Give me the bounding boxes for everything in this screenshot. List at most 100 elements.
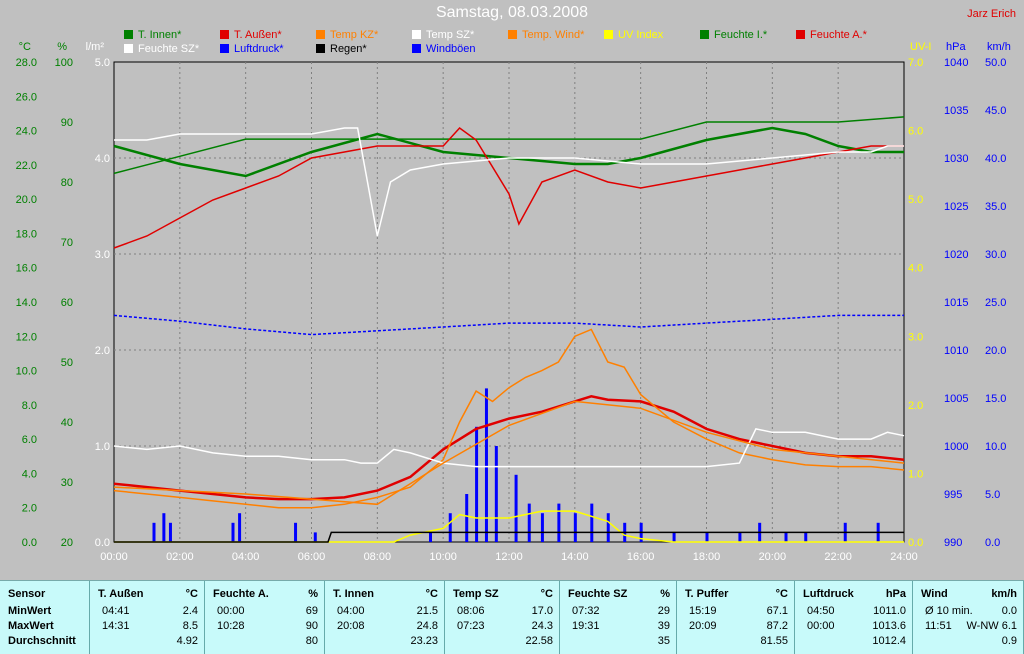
- axis-tick-pressure: 990: [944, 537, 962, 549]
- axis-tick-temp_c: 26.0: [16, 91, 37, 103]
- stats-row-label: Durchschnitt: [8, 635, 76, 647]
- gust-bar: [484, 388, 488, 542]
- stats-row-label: MinWert: [8, 605, 52, 617]
- axis-tick-temp_c: 8.0: [22, 400, 37, 412]
- stats-unit: °C: [775, 588, 788, 600]
- x-tick-label: 22:00: [824, 551, 852, 563]
- legend-swatch: [508, 30, 517, 39]
- stats-time: 00:00: [217, 605, 245, 617]
- weather-chart: 00:00 02:00 04:00 06:00 08:00 10:00 12:00 14:00…: [16, 29, 1011, 563]
- stats-table: Sensor MinWert MaxWert Durchschnitt T. Außen…: [0, 580, 1024, 654]
- series-line-temp-sz-: [113, 428, 905, 468]
- stats-value: 80: [305, 635, 318, 647]
- stats-time: 19:31: [572, 620, 600, 632]
- stats-column: Temp SZ °C 08:06 17.0 07:23 24.3 22.58: [445, 581, 560, 654]
- stats-value: 4.92: [176, 635, 198, 647]
- axis-tick-humidity: 70: [61, 237, 73, 249]
- axis-tick-uv: 5.0: [908, 194, 923, 206]
- axis-tick-pressure: 1020: [944, 249, 968, 261]
- gust-bar: [448, 513, 452, 542]
- axis-tick-wind: 5.0: [985, 489, 1000, 501]
- axis-tick-temp_c: 6.0: [22, 434, 37, 446]
- legend-label: T. Außen*: [234, 29, 282, 41]
- gust-bar: [429, 532, 432, 542]
- axis-tick-wind: 25.0: [985, 297, 1006, 309]
- axis-tick-wind: 0.0: [985, 537, 1000, 549]
- series-line-uv-index: [114, 510, 904, 543]
- stats-value: 1013.6: [872, 620, 906, 632]
- axis-unit-pressure: hPa: [946, 41, 966, 53]
- stats-column: Wind km/h Ø 10 min. 0.0 11:51 W-NW 6.1 0.9: [913, 581, 1024, 654]
- gust-bar: [475, 426, 479, 542]
- stats-value: 29: [657, 605, 670, 617]
- stats-row-label: MaxWert: [8, 620, 54, 632]
- stats-column: T. Innen °C 04:00 21.5 20:08 24.8 23.23: [325, 581, 445, 654]
- axis-tick-humidity: 20: [61, 537, 73, 549]
- series-line-luftdruck-: [113, 314, 904, 336]
- chart-title: Samstag, 08.03.2008: [435, 4, 589, 21]
- stats-column: Sensor MinWert MaxWert Durchschnitt: [0, 581, 90, 654]
- stats-value: 8.5: [182, 620, 198, 632]
- gust-bar: [738, 532, 742, 542]
- legend-swatch: [700, 30, 709, 39]
- stats-header: T. Innen: [333, 588, 374, 600]
- axis-tick-pressure: 1000: [944, 441, 968, 453]
- axis-tick-pressure: 1010: [944, 345, 968, 357]
- stats-unit: km/h: [991, 588, 1017, 600]
- series-line-feuchte-sz-: [114, 127, 904, 237]
- axis-tick-wind: 15.0: [985, 393, 1006, 405]
- stats-value: 39: [657, 620, 670, 632]
- stats-header: Sensor: [8, 588, 46, 600]
- axis-unit-wind: km/h: [987, 41, 1011, 53]
- stats-header: Feuchte SZ: [568, 588, 628, 600]
- author-label: Jarz Erich: [967, 8, 1016, 20]
- gust-bar: [152, 522, 156, 542]
- stats-column: Feuchte SZ% 07:32 29 19:31 39 35: [560, 581, 677, 654]
- axis-tick-uv: 0.0: [908, 537, 923, 549]
- x-tick-label: 24:00: [890, 551, 918, 563]
- axis-tick-wind: 10.0: [985, 441, 1006, 453]
- stats-unit: °C: [185, 588, 198, 600]
- legend-swatch: [412, 30, 421, 39]
- axis-tick-pressure: 995: [944, 489, 962, 501]
- x-tick-label: 02:00: [166, 551, 194, 563]
- legend-label: Temp SZ*: [426, 29, 475, 41]
- stats-unit: %: [660, 588, 670, 600]
- axis-tick-rain: 0.0: [95, 537, 110, 549]
- gust-bar: [494, 446, 498, 542]
- axis-tick-wind: 20.0: [985, 345, 1006, 357]
- axis-tick-humidity: 90: [61, 117, 73, 129]
- x-tick-label: 14:00: [561, 551, 589, 563]
- stats-time: 20:09: [689, 620, 717, 632]
- stats-value: 22.58: [525, 635, 553, 647]
- legend-swatch: [796, 30, 805, 39]
- legend-label: Luftdruck*: [234, 43, 284, 55]
- stats-time: 07:23: [457, 620, 485, 632]
- axis-tick-uv: 1.0: [908, 468, 923, 480]
- legend-label: Regen*: [330, 43, 367, 55]
- stats-time: 11:51: [925, 620, 952, 632]
- axis-tick-pressure: 1005: [944, 393, 968, 405]
- axis-tick-temp_c: 10.0: [16, 366, 37, 378]
- stats-time: 20:08: [337, 620, 365, 632]
- x-tick-label: 08:00: [364, 551, 392, 563]
- stats-header: Feuchte A.: [213, 588, 269, 600]
- axis-tick-temp_c: 16.0: [16, 263, 37, 275]
- stats-value: 87.2: [766, 620, 788, 632]
- gust-bar: [606, 513, 610, 542]
- gust-bar: [804, 532, 808, 542]
- gust-bar: [313, 532, 317, 542]
- stats-value: 24.3: [531, 620, 553, 632]
- stats-value: W-NW 6.1: [966, 620, 1017, 632]
- series-line-t-innen-: [113, 116, 905, 175]
- stats-header: Luftdruck: [803, 588, 854, 600]
- x-tick-label: 20:00: [759, 551, 787, 563]
- stats-time: 07:32: [572, 605, 600, 617]
- axis-tick-uv: 2.0: [908, 400, 923, 412]
- axis-tick-wind: 30.0: [985, 249, 1006, 261]
- axis-tick-temp_c: 2.0: [22, 503, 37, 515]
- stats-unit: %: [308, 588, 318, 600]
- legend-swatch: [220, 30, 229, 39]
- axis-tick-uv: 4.0: [908, 263, 923, 275]
- axis-tick-temp_c: 28.0: [16, 57, 37, 69]
